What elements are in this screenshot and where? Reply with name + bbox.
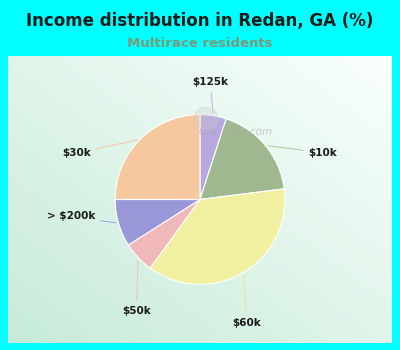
Text: $30k: $30k — [62, 140, 137, 158]
Text: Multirace residents: Multirace residents — [127, 37, 273, 50]
Wedge shape — [128, 199, 200, 268]
Wedge shape — [200, 119, 284, 200]
Wedge shape — [115, 199, 200, 245]
Circle shape — [194, 107, 218, 130]
Wedge shape — [200, 115, 226, 200]
Text: City-Data.com: City-Data.com — [198, 127, 273, 137]
Text: $50k: $50k — [122, 260, 151, 316]
Text: $10k: $10k — [268, 146, 338, 158]
Text: Income distribution in Redan, GA (%): Income distribution in Redan, GA (%) — [26, 12, 374, 30]
Wedge shape — [150, 189, 285, 284]
Text: $125k: $125k — [192, 77, 228, 113]
Text: > $200k: > $200k — [47, 211, 116, 223]
Wedge shape — [115, 115, 200, 200]
Text: $60k: $60k — [232, 275, 261, 328]
